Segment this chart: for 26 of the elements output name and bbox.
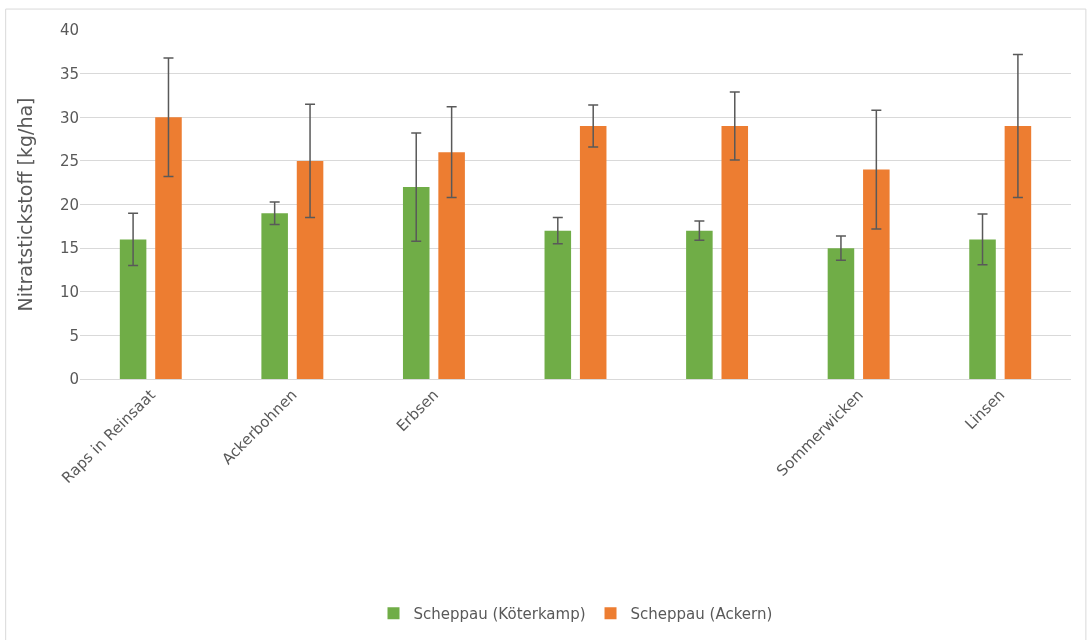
bar — [686, 230, 713, 379]
bar — [1004, 125, 1032, 379]
bar — [155, 117, 182, 379]
bar — [261, 213, 288, 379]
y-tick-label: 40 — [59, 21, 79, 40]
y-tick-label: 15 — [59, 239, 79, 258]
y-axis-title: Nitratstickstoff [kg/ha] — [14, 97, 36, 312]
bar — [827, 248, 855, 379]
bar — [119, 239, 147, 379]
bar — [721, 125, 749, 379]
bar — [579, 125, 607, 379]
y-tick-label: 5 — [69, 326, 79, 345]
y-tick-label: 25 — [59, 152, 79, 171]
y-tick-label: 0 — [69, 370, 79, 389]
y-tick-label: 35 — [59, 64, 79, 83]
bar — [438, 152, 465, 379]
legend-label: Scheppau (Ackern) — [630, 605, 773, 624]
bar — [296, 160, 324, 379]
legend-label: Scheppau (Köterkamp) — [413, 605, 586, 624]
bar — [863, 169, 890, 379]
bar — [544, 230, 572, 379]
bar — [969, 239, 996, 379]
y-tick-label: 10 — [59, 283, 79, 301]
y-tick-label: 30 — [59, 108, 79, 127]
bar — [402, 187, 430, 379]
y-tick-label: 20 — [59, 195, 79, 214]
